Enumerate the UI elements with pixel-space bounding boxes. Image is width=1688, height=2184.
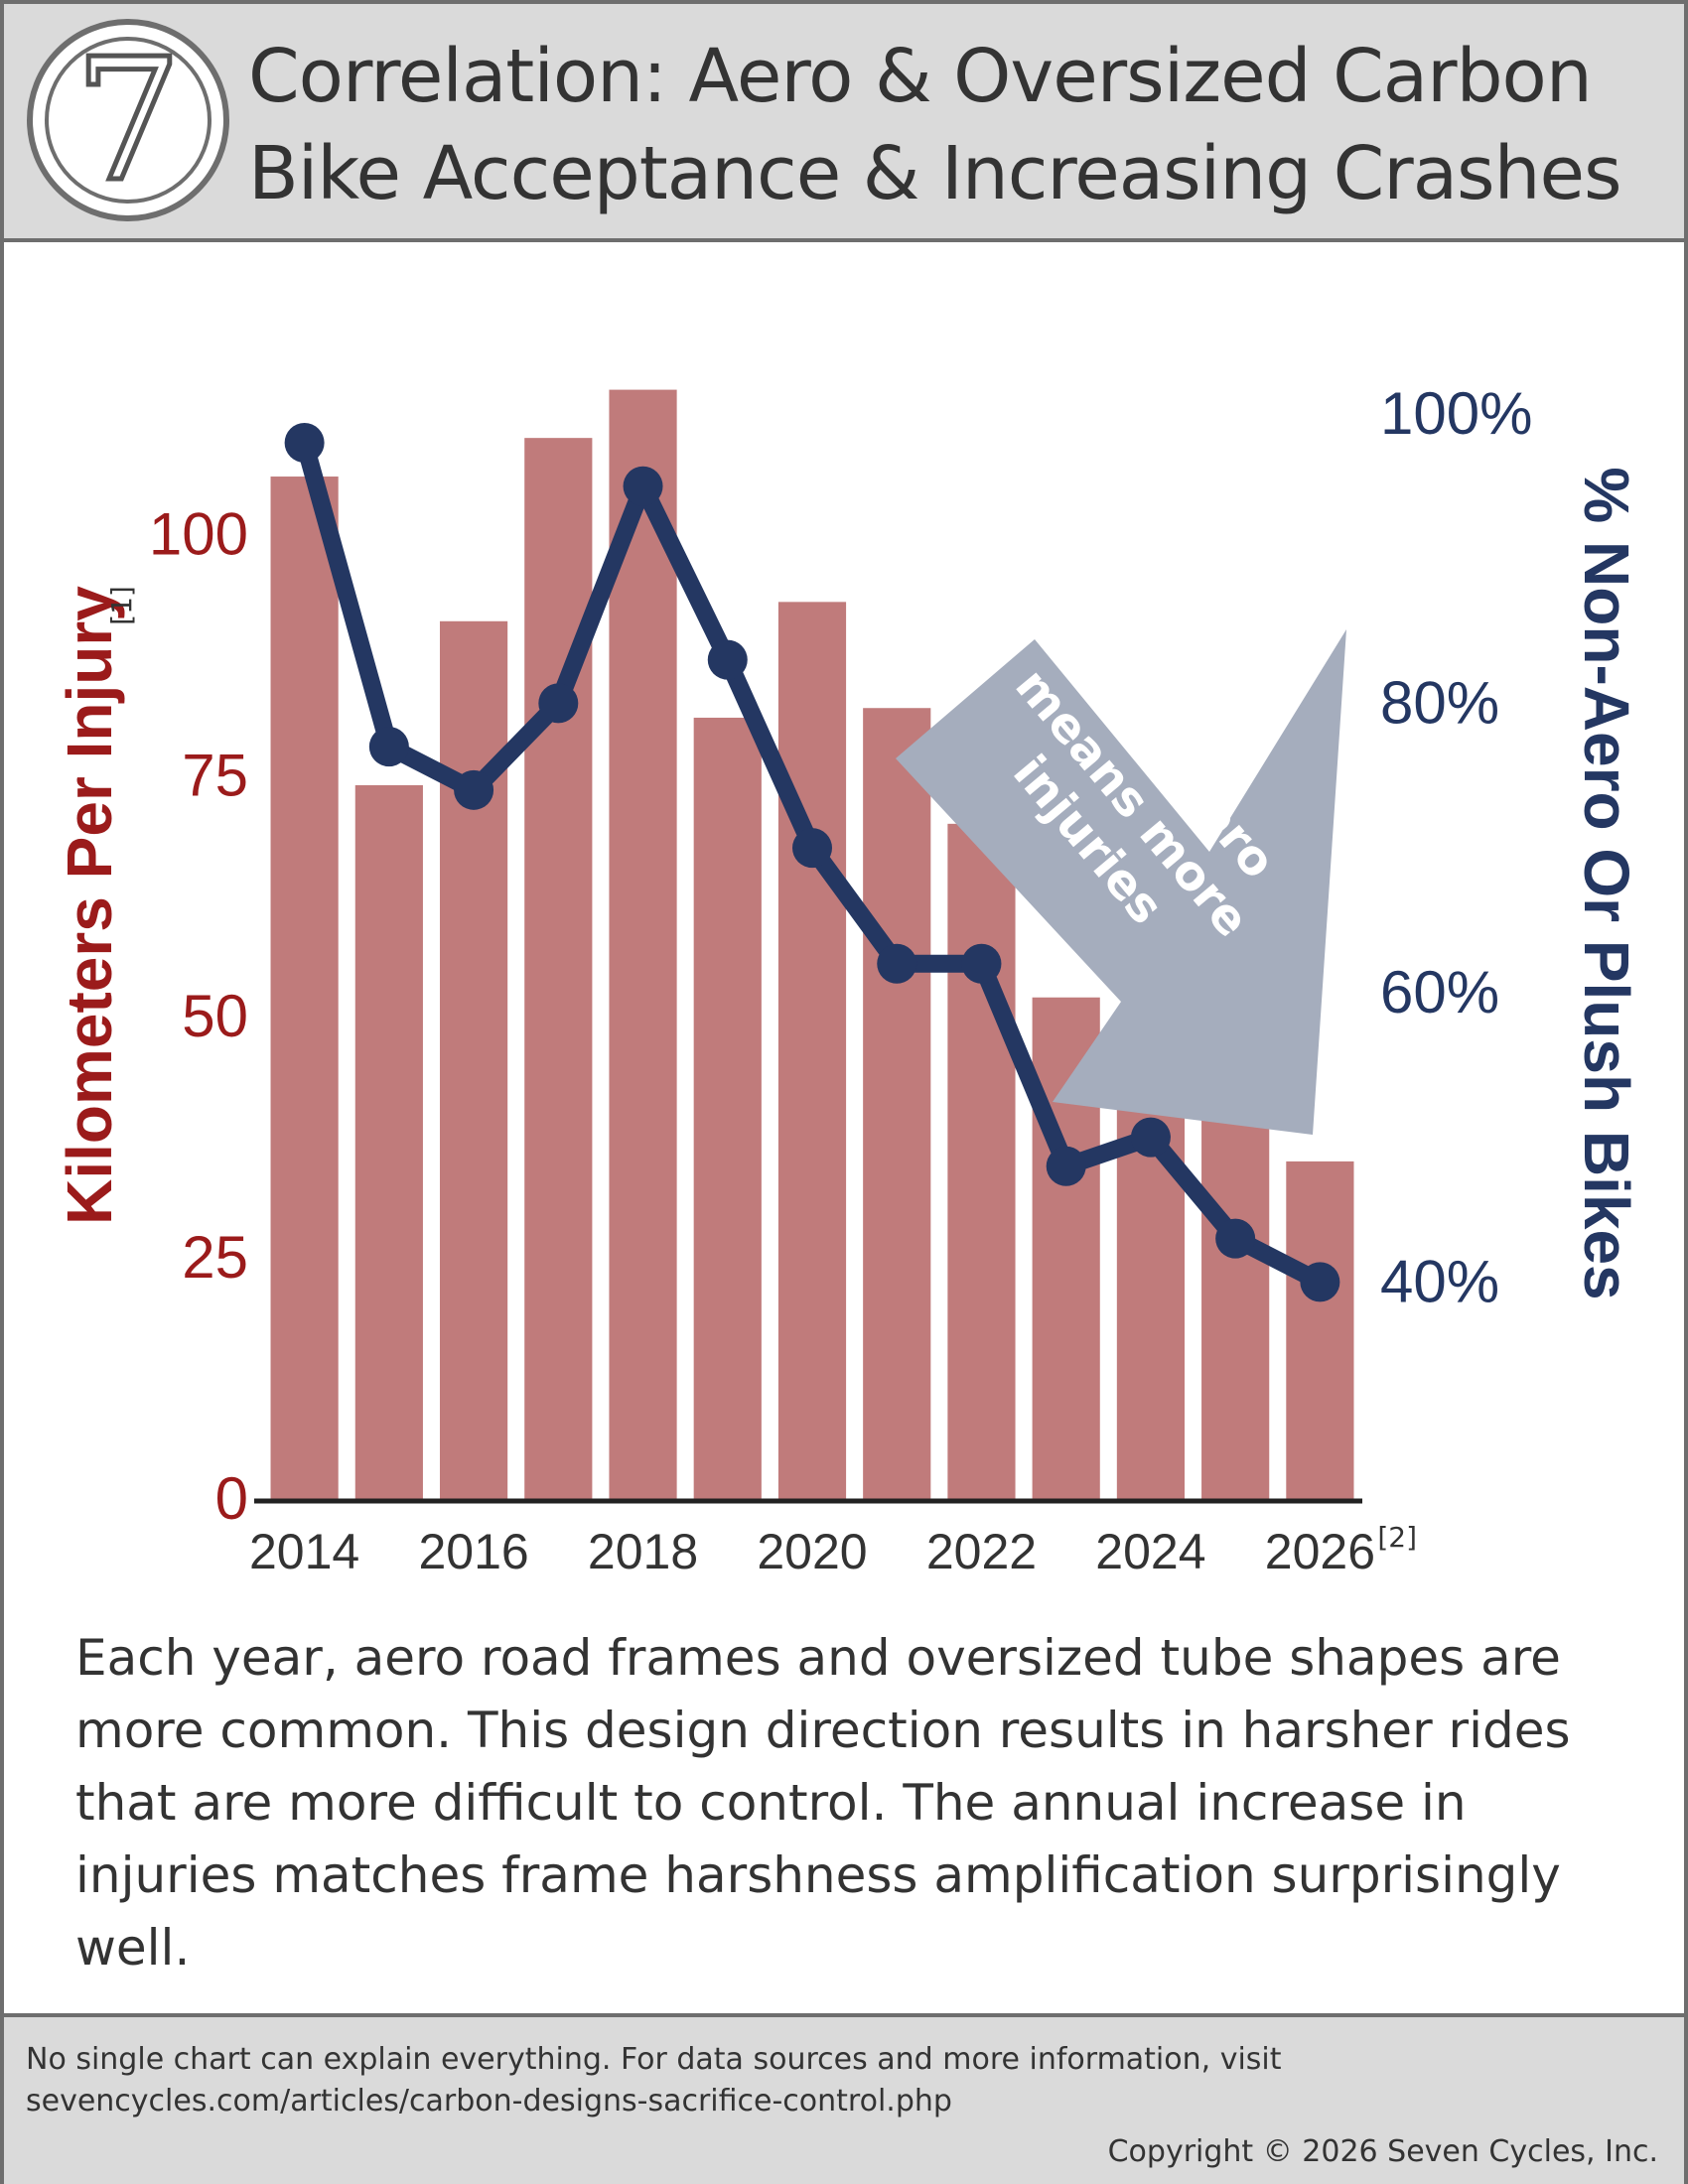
y-right-axis-title: % Non-Aero Or Plush Bikes: [1571, 467, 1642, 1299]
x-tick-label-2022: 2022: [926, 1524, 1037, 1579]
axes: 2014 2016 2018 2020 2022 2024 2026 [2] 0 25 50 75 10…: [54, 380, 1642, 1579]
y-right-tick-label-60: 60%: [1380, 959, 1499, 1025]
bar-2017: [524, 438, 593, 1499]
y-left-axis-title: Kilometers Per Injury: [54, 586, 125, 1225]
y-right-tick-label-100: 100%: [1380, 380, 1532, 447]
footer-note-line-1: No single chart can explain everything. …: [26, 2042, 1282, 2077]
bar-2018: [609, 389, 677, 1500]
footer-note-link[interactable]: sevencycles.com/articles/carbon-designs-…: [26, 2084, 952, 2118]
y-left-tick-label-50: 50: [182, 983, 248, 1049]
bar-2015: [354, 784, 423, 1499]
line-point-2022: [961, 943, 1002, 984]
title-line-1: Correlation: Aero & Oversized Carbon: [248, 34, 1593, 119]
x-tick-label-2024: 2024: [1095, 1524, 1205, 1579]
header: 7 Correlation: Aero & Oversized Carbon B…: [4, 4, 1684, 242]
line-series: [284, 423, 1340, 1302]
bar-2014: [270, 477, 339, 1499]
y-left-tick-label-0: 0: [215, 1465, 248, 1532]
line-point-2025: [1215, 1218, 1256, 1259]
line-point-2023: [1046, 1146, 1086, 1186]
annotation-arrow: [896, 629, 1346, 1135]
bar-2026: [1286, 1160, 1354, 1499]
y-right-tick-label-40: 40%: [1380, 1248, 1499, 1314]
x-tick-label-2026: 2026: [1265, 1524, 1375, 1579]
x-tick-label-2016: 2016: [418, 1524, 528, 1579]
x-tick-label-2014: 2014: [249, 1524, 359, 1579]
line-point-2015: [368, 727, 409, 767]
chart-title: Correlation: Aero & Oversized Carbon Bik…: [248, 28, 1678, 222]
bar-2016: [439, 620, 508, 1499]
x-axis-note: [2]: [1377, 1521, 1417, 1554]
caption: Each year, aero road frames and oversize…: [75, 1629, 1571, 1977]
x-tick-label-2020: 2020: [757, 1524, 867, 1579]
y-left-tick-label-100: 100: [149, 500, 248, 567]
line-point-2019: [707, 639, 748, 680]
copyright: Copyright © 2026 Seven Cycles, Inc.: [1107, 2134, 1658, 2169]
bar-2022: [947, 823, 1016, 1499]
chart: more aero means more injuries 2014 2016 20…: [54, 380, 1642, 1579]
line-point-2020: [792, 828, 832, 869]
y-right-tick-label-80: 80%: [1380, 669, 1499, 736]
footer-note: No single chart can explain everything. …: [26, 2039, 1282, 2122]
y-left-tick-label-75: 75: [182, 742, 248, 808]
y-left-tick-label-25: 25: [182, 1224, 248, 1291]
line-point-2021: [877, 943, 917, 984]
line-point-2024: [1130, 1117, 1171, 1158]
line-point-2014: [284, 423, 325, 464]
bar-2020: [777, 602, 847, 1499]
line-point-2026: [1300, 1262, 1340, 1302]
footer: No single chart can explain everything. …: [4, 2013, 1684, 2184]
title-line-2: Bike Acceptance & Increasing Crashes: [248, 131, 1622, 216]
line-point-2017: [538, 683, 579, 724]
logo-text: 7: [74, 23, 182, 219]
seven-cycles-logo-icon: 7: [27, 19, 229, 222]
y-left-axis-note: [1]: [105, 586, 138, 625]
x-tick-label-2018: 2018: [588, 1524, 698, 1579]
line-point-2016: [454, 769, 494, 810]
bar-2021: [863, 708, 931, 1499]
bar-2019: [693, 717, 762, 1499]
bar-2025: [1201, 1093, 1270, 1499]
line-point-2018: [623, 466, 663, 506]
